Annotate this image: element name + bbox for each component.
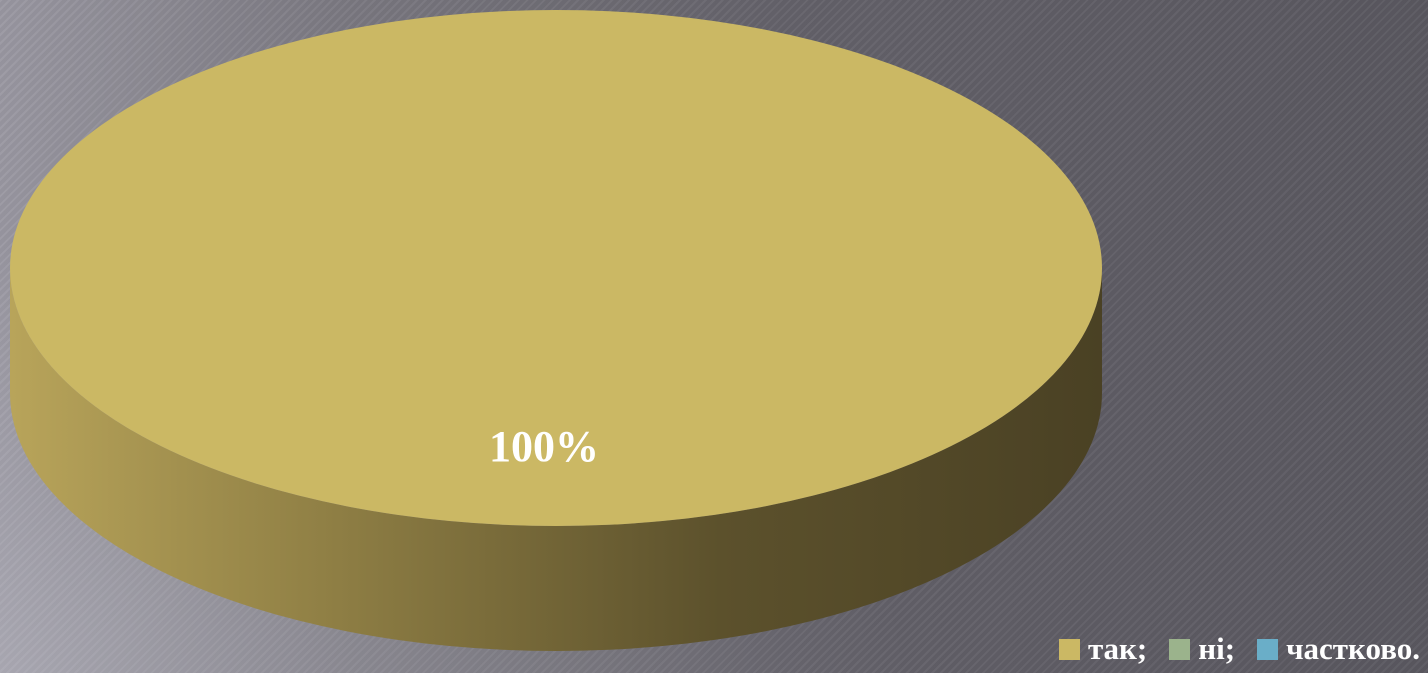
pie-slices bbox=[10, 10, 1102, 651]
legend-swatch-chastkovo bbox=[1257, 638, 1279, 660]
legend-swatch-ni bbox=[1169, 638, 1191, 660]
pie-data-label-0: 100% bbox=[489, 422, 599, 471]
pie-slice-0 bbox=[10, 10, 1102, 526]
legend-swatch-tak bbox=[1058, 638, 1080, 660]
legend-label-tak: так; bbox=[1087, 631, 1148, 666]
legend: так; ні; частково. bbox=[1058, 631, 1420, 667]
legend-item-chastkovo: частково. bbox=[1257, 631, 1420, 667]
pie-data-labels: 100% bbox=[489, 422, 599, 471]
legend-item-tak: так; bbox=[1058, 631, 1148, 667]
legend-label-ni: ні; bbox=[1198, 631, 1236, 666]
pie-slice-side-0 bbox=[10, 268, 1102, 651]
legend-label-chastkovo: частково. bbox=[1286, 631, 1420, 666]
legend-item-ni: ні; bbox=[1169, 631, 1235, 667]
